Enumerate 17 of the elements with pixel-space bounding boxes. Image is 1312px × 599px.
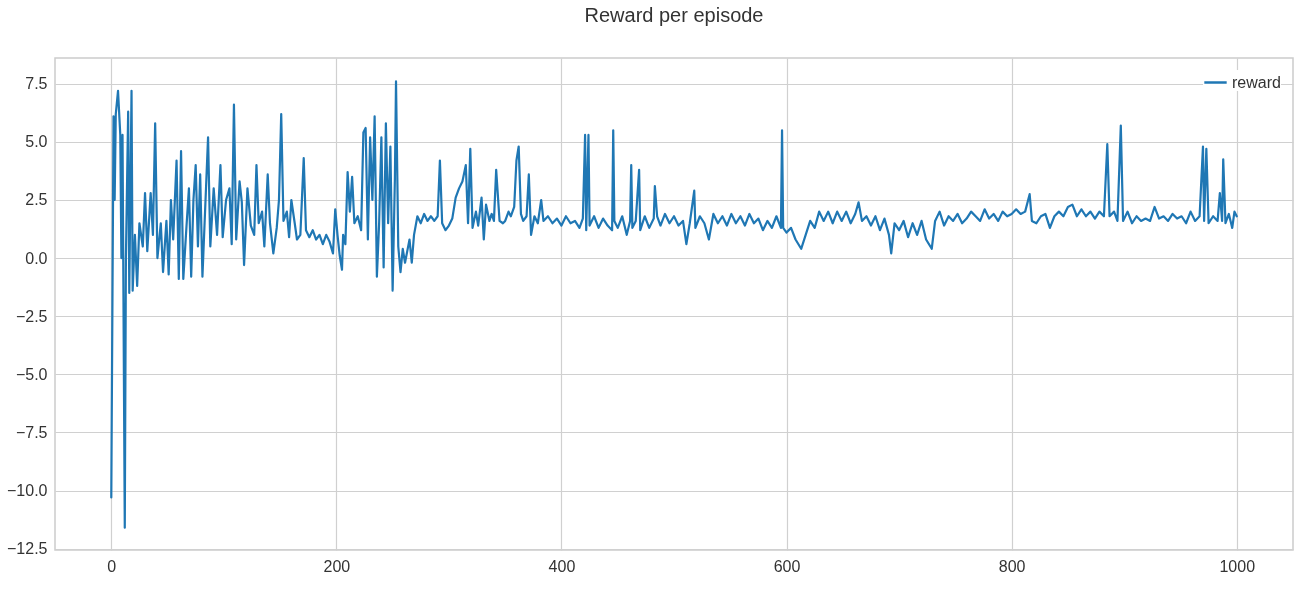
x-tick-label: 0	[107, 557, 117, 575]
x-tick-label: 1000	[1219, 557, 1256, 575]
x-tick-label: 200	[323, 557, 351, 575]
y-tick-label: −10.0	[7, 482, 48, 499]
x-tick-label: 600	[773, 557, 801, 575]
x-tick-label: 400	[548, 557, 576, 575]
y-tick-label: 7.5	[25, 75, 48, 93]
y-tick-label: −7.5	[15, 423, 48, 441]
y-tick-label: −12.5	[7, 540, 48, 558]
y-tick-label: −2.5	[15, 307, 48, 325]
y-tick-label: 0.0	[25, 249, 48, 267]
y-tick-label: 5.0	[25, 133, 48, 151]
y-tick-label: −5.0	[15, 365, 48, 383]
legend-label: reward	[1232, 73, 1281, 91]
y-tick-label: 2.5	[25, 191, 48, 209]
x-tick-label: 800	[998, 557, 1026, 575]
chart-title: Reward per episode	[584, 4, 764, 26]
